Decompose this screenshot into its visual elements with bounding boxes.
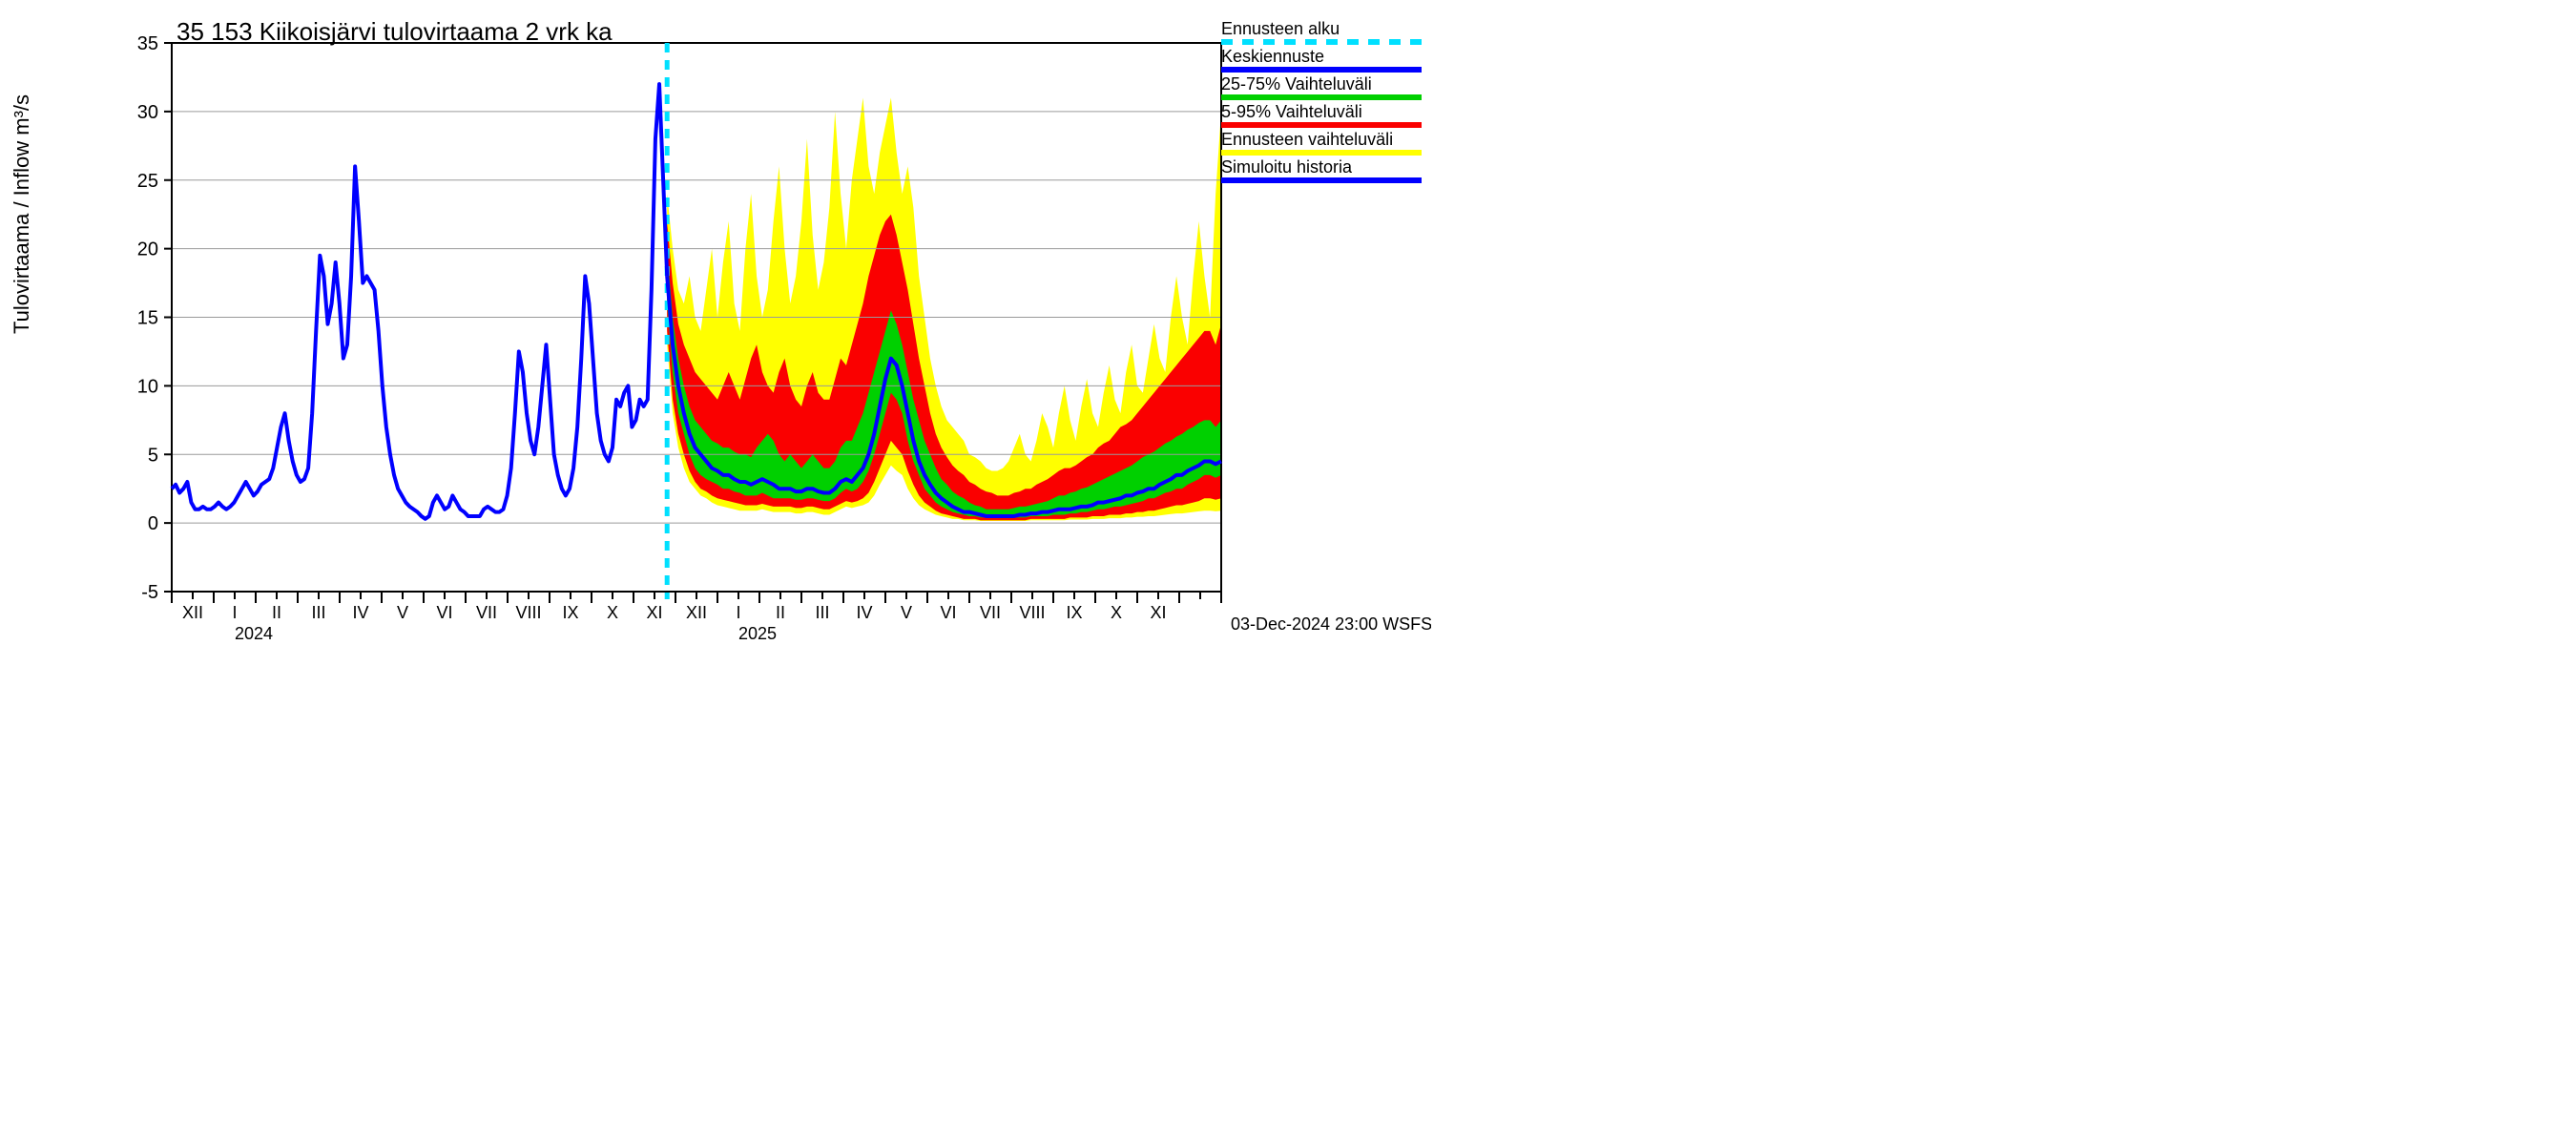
- legend-swatch: [1221, 39, 1422, 45]
- x-tick-label: XI: [646, 603, 662, 622]
- y-tick-label: 5: [148, 445, 158, 466]
- x-tick-label: VIII: [1019, 603, 1045, 622]
- legend-swatch: [1221, 177, 1422, 183]
- legend-swatch: [1221, 122, 1422, 128]
- legend-item: 5-95% Vaihteluväli: [1221, 102, 1422, 128]
- legend-swatch: [1221, 67, 1422, 73]
- legend-label: 5-95% Vaihteluväli: [1221, 102, 1422, 122]
- legend-label: 25-75% Vaihteluväli: [1221, 74, 1422, 94]
- x-tick-label: III: [815, 603, 829, 622]
- y-tick-label: 20: [137, 239, 158, 260]
- x-tick-label: VIII: [515, 603, 541, 622]
- x-tick-label: I: [232, 603, 237, 622]
- x-tick-label: X: [607, 603, 618, 622]
- x-tick-label: V: [397, 603, 408, 622]
- inflow-forecast-chart: 35 153 Kiikoisjärvi tulovirtaama 2 vrk k…: [0, 0, 1431, 639]
- x-tick-label: V: [901, 603, 912, 622]
- year-label: 2024: [235, 624, 273, 639]
- x-tick-label: VII: [980, 603, 1001, 622]
- legend-item: Keskiennuste: [1221, 47, 1422, 73]
- x-tick-label: X: [1111, 603, 1122, 622]
- x-tick-label: VI: [940, 603, 956, 622]
- y-tick-label: -5: [141, 582, 158, 603]
- y-tick-label: 25: [137, 171, 158, 192]
- legend-item: Ennusteen vaihteluväli: [1221, 130, 1422, 156]
- x-tick-label: IV: [856, 603, 872, 622]
- x-tick-label: II: [272, 603, 281, 622]
- legend-item: Ennusteen alku: [1221, 19, 1422, 45]
- legend-label: Keskiennuste: [1221, 47, 1422, 67]
- x-tick-label: IX: [562, 603, 578, 622]
- x-tick-label: XII: [686, 603, 707, 622]
- y-tick-label: 10: [137, 376, 158, 397]
- x-tick-label: I: [736, 603, 740, 622]
- x-tick-label: III: [311, 603, 325, 622]
- legend-label: Simuloitu historia: [1221, 157, 1422, 177]
- footer-text: 03-Dec-2024 23:00 WSFS-O: [1231, 614, 1431, 634]
- y-tick-label: 30: [137, 102, 158, 123]
- year-label: 2025: [738, 624, 777, 639]
- chart-title: 35 153 Kiikoisjärvi tulovirtaama 2 vrk k…: [177, 17, 613, 47]
- x-tick-label: IX: [1066, 603, 1082, 622]
- legend-swatch: [1221, 94, 1422, 100]
- x-tick-label: IV: [352, 603, 368, 622]
- x-tick-label: XI: [1150, 603, 1166, 622]
- legend-item: Simuloitu historia: [1221, 157, 1422, 183]
- y-tick-label: 15: [137, 308, 158, 329]
- x-tick-label: VI: [436, 603, 452, 622]
- x-tick-label: II: [776, 603, 785, 622]
- legend-label: Ennusteen vaihteluväli: [1221, 130, 1422, 150]
- legend-label: Ennusteen alku: [1221, 19, 1422, 39]
- legend: Ennusteen alku Keskiennuste 25-75% Vaihtel…: [1221, 19, 1422, 185]
- history-line: [172, 84, 667, 519]
- y-tick-label: 35: [137, 33, 158, 54]
- y-tick-label: 0: [148, 513, 158, 534]
- legend-swatch: [1221, 150, 1422, 156]
- legend-item: 25-75% Vaihteluväli: [1221, 74, 1422, 100]
- x-tick-label: VII: [476, 603, 497, 622]
- y-axis-label: Tulovirtaama / Inflow m³/s: [10, 94, 34, 334]
- chart-svg: -505101520253035XIIIIIIIIIVVVIVIIVIIIIXX…: [0, 0, 1431, 639]
- x-tick-label: XII: [182, 603, 203, 622]
